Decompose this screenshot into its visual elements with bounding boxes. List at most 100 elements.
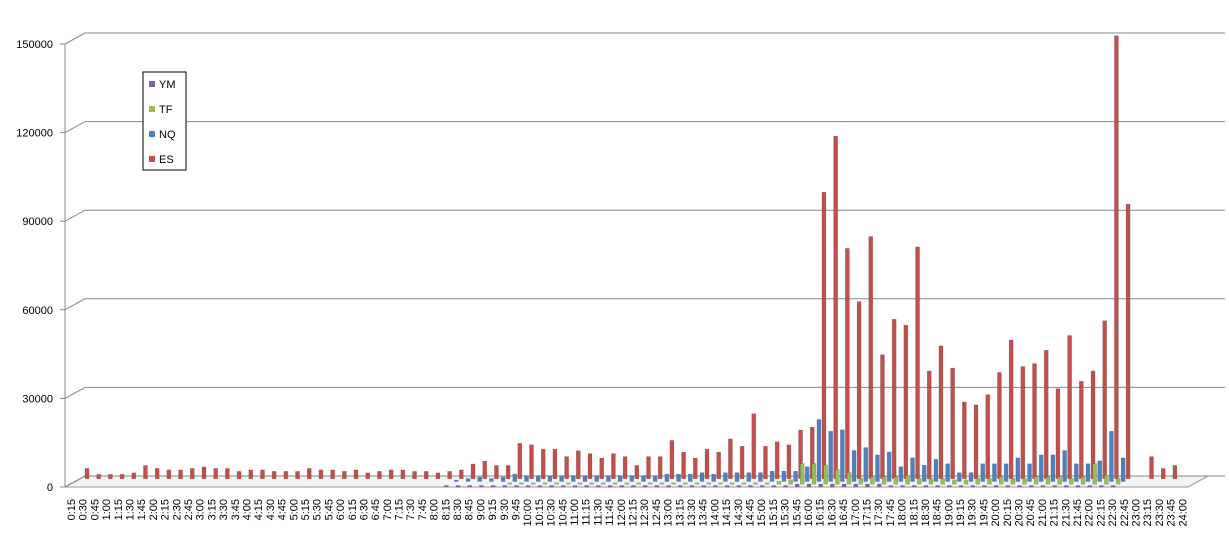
- x-tick-label: 8:30: [452, 499, 464, 520]
- bar: [903, 324, 909, 479]
- bar: [505, 465, 511, 479]
- x-tick-label: 0:45: [89, 499, 101, 520]
- bar: [1080, 476, 1086, 485]
- bar: [271, 471, 277, 480]
- bar: [713, 485, 718, 488]
- bar: [1067, 335, 1072, 479]
- bar: [771, 485, 777, 488]
- bar: [689, 485, 695, 488]
- x-tick-label: 14:30: [733, 499, 745, 527]
- bar: [435, 472, 441, 479]
- bar: [1027, 463, 1032, 482]
- bar: [1050, 454, 1056, 482]
- bar: [694, 482, 700, 485]
- bar: [1075, 485, 1081, 488]
- bar: [283, 471, 289, 480]
- bar: [880, 354, 885, 479]
- x-tick-label: 8:45: [464, 499, 476, 520]
- x-tick-label: 16:45: [838, 499, 850, 527]
- bar: [666, 485, 671, 488]
- bar: [119, 474, 125, 480]
- bar: [587, 453, 593, 479]
- bar: [540, 448, 546, 480]
- x-tick-label: 23:45: [1166, 499, 1178, 527]
- bar: [851, 450, 857, 482]
- bar: [729, 482, 735, 485]
- bar: [619, 485, 625, 488]
- bar: [968, 472, 974, 482]
- bar: [1038, 454, 1044, 482]
- bar: [512, 473, 518, 482]
- bar: [542, 482, 548, 485]
- bar: [1079, 381, 1084, 480]
- x-tick-label: 16:15: [815, 499, 827, 527]
- x-tick-label: 5:15: [300, 499, 312, 520]
- bar: [494, 465, 499, 479]
- bar: [950, 367, 955, 479]
- bar: [833, 135, 838, 479]
- bar: [753, 482, 758, 485]
- bar: [1043, 350, 1049, 479]
- x-tick-label: 18:45: [932, 499, 944, 527]
- x-tick-label: 9:00: [475, 499, 487, 520]
- bar: [318, 469, 324, 480]
- bar: [806, 483, 812, 488]
- bar: [459, 469, 464, 480]
- x-tick-label: 19:15: [955, 499, 967, 527]
- bar: [1074, 463, 1079, 482]
- bar: [365, 472, 370, 479]
- bar: [840, 429, 845, 482]
- bar: [1017, 485, 1022, 488]
- x-tick-label: 8:00: [429, 499, 441, 520]
- bar: [423, 471, 429, 480]
- bar: [400, 469, 406, 480]
- x-tick-label: 2:15: [160, 499, 172, 520]
- bar: [307, 468, 312, 479]
- bar: [734, 472, 740, 482]
- bar: [166, 469, 172, 480]
- bar: [447, 471, 452, 480]
- bar: [353, 469, 359, 480]
- x-tick-label: 22:15: [1095, 499, 1107, 527]
- bar: [758, 472, 763, 482]
- bar: [938, 345, 944, 479]
- bar: [641, 475, 646, 482]
- bar: [529, 444, 534, 479]
- x-tick-label: 12:15: [628, 499, 640, 527]
- bar: [517, 443, 523, 479]
- x-tick-label: 13:30: [686, 499, 698, 527]
- y-tick-label: 0: [47, 482, 53, 494]
- x-tick-label: 5:00: [288, 499, 300, 520]
- bar: [858, 478, 864, 485]
- bar: [1045, 476, 1051, 485]
- bar: [201, 466, 207, 480]
- bar: [1172, 465, 1178, 479]
- x-tick-label: 21:45: [1072, 499, 1084, 527]
- bar: [993, 485, 999, 488]
- grid-line: [64, 386, 1225, 399]
- x-tick-label: 22:00: [1084, 499, 1096, 527]
- x-tick-label: 11:45: [604, 499, 616, 526]
- bar: [763, 446, 768, 480]
- x-tick-label: 11:00: [569, 499, 581, 526]
- x-tick-label: 18:00: [897, 499, 909, 527]
- bar: [507, 482, 513, 485]
- x-tick-label: 2:45: [183, 499, 195, 520]
- bar: [1062, 450, 1067, 482]
- bar: [606, 475, 611, 482]
- bar: [576, 450, 581, 479]
- bar: [477, 476, 482, 482]
- bar: [718, 482, 723, 485]
- bar: [1055, 388, 1061, 480]
- x-tick-label: 14:45: [744, 499, 756, 527]
- bar: [1015, 457, 1021, 482]
- bar: [900, 485, 905, 488]
- bar: [1040, 485, 1046, 488]
- legend-swatch: [149, 106, 155, 112]
- bar: [530, 482, 536, 485]
- bar: [1097, 460, 1102, 482]
- bar: [741, 482, 747, 485]
- bar: [985, 394, 990, 479]
- x-tick-label: 7:00: [382, 499, 394, 520]
